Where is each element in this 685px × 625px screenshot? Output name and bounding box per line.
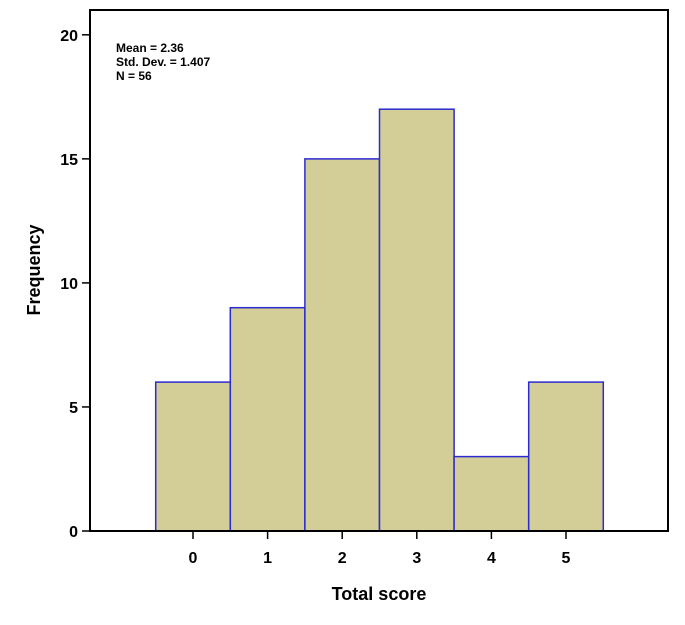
- bar-3: [378, 108, 455, 532]
- x-tick-label: 5: [562, 550, 571, 567]
- x-tick-label: 1: [263, 550, 272, 567]
- x-tick-label: 2: [338, 550, 347, 567]
- stats-box: Mean = 2.36 Std. Dev. = 1.407 N = 56: [116, 41, 210, 83]
- x-tick-label: 3: [412, 550, 421, 567]
- x-axis: 0 1 2 3 4 5: [189, 531, 571, 567]
- y-tick-label: 20: [60, 28, 78, 45]
- bar-4: [453, 455, 530, 532]
- y-tick-label: 15: [60, 152, 78, 169]
- bar-1: [229, 306, 306, 532]
- bar-5: [527, 381, 605, 532]
- y-tick-label: 5: [69, 400, 78, 417]
- stat-n: N = 56: [116, 69, 152, 83]
- x-tick-label: 0: [189, 550, 198, 567]
- bar-2: [304, 158, 381, 532]
- y-axis: 0 5 10 15 20: [60, 28, 90, 541]
- x-tick-label: 4: [487, 550, 496, 567]
- y-axis-title: Frequency: [24, 224, 44, 315]
- bars-layer: [154, 108, 605, 532]
- plot-frame: [89, 9, 669, 532]
- stat-mean: Mean = 2.36: [116, 41, 184, 55]
- y-tick-label: 0: [69, 524, 78, 541]
- bar-0: [154, 381, 232, 532]
- stat-std-dev: Std. Dev. = 1.407: [116, 55, 210, 69]
- x-axis-title: Total score: [332, 584, 427, 604]
- y-tick-label: 10: [60, 276, 78, 293]
